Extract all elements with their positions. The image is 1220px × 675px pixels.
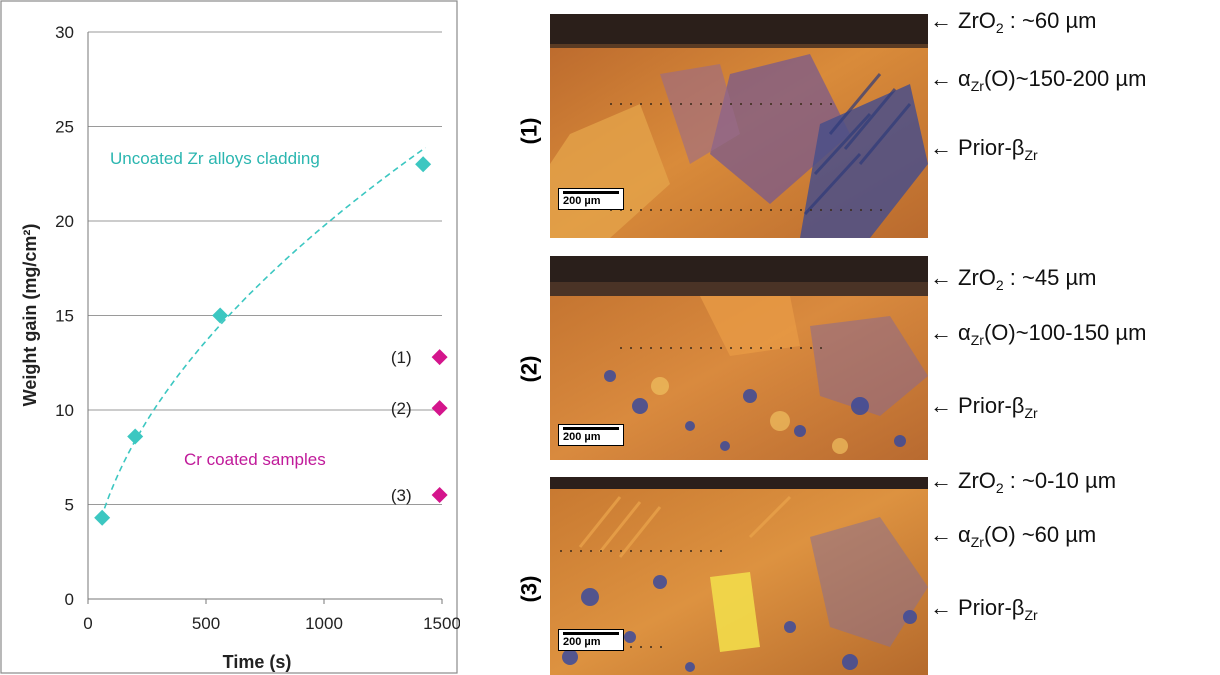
scale-bar-1: 200 µm — [558, 188, 624, 210]
micrograph-svg-3 — [550, 477, 928, 675]
x-tick-label: 1000 — [305, 614, 343, 633]
panel-3-zro2-label: ← ZrO2 : ~0-10 µm — [930, 468, 1117, 496]
panel-2-alpha-label: ← αZr(O)~100-150 µm — [930, 320, 1147, 348]
arrow-icon: ← — [930, 66, 952, 91]
layer-suffix: : ~0-10 µm — [1003, 468, 1117, 493]
layer-sub: Zr — [1024, 405, 1038, 421]
y-tick-label: 10 — [55, 401, 74, 420]
layer-sub: 2 — [995, 20, 1004, 36]
panel-1-zro2-label: ← ZrO2 : ~60 µm — [930, 8, 1097, 36]
y-axis-title: Weight gain (mg/cm²) — [20, 224, 40, 407]
arrow-icon: ← — [930, 595, 952, 620]
micrograph-svg-2 — [550, 256, 928, 460]
panel-label-3: (3) — [516, 575, 542, 603]
scale-bar-text-1: 200 µm — [563, 195, 601, 207]
y-tick-label: 15 — [55, 307, 74, 326]
uncoated-data-point — [212, 307, 229, 324]
y-tick-label: 0 — [65, 590, 74, 609]
layer-suffix: : ~45 µm — [1003, 265, 1097, 290]
scale-bar-text-3: 200 µm — [563, 636, 601, 648]
scale-bar-line-1 — [563, 191, 619, 194]
coated-data-point — [431, 349, 448, 366]
layer-prefix: Prior-β — [958, 595, 1025, 620]
scale-bar-3: 200 µm — [558, 629, 624, 651]
uncoated-trendline — [103, 146, 426, 509]
arrow-icon: ← — [930, 135, 952, 160]
layer-prefix: α — [958, 320, 971, 345]
layer-suffix: (O) ~60 µm — [983, 522, 1097, 547]
panel-label-2: (2) — [516, 355, 542, 383]
uncoated-data-point — [94, 509, 111, 526]
scale-bar-line-2 — [563, 427, 619, 430]
point-layer — [94, 156, 448, 526]
layer-prefix: Prior-β — [958, 393, 1025, 418]
chart-border — [0, 0, 458, 674]
layer-suffix: : ~60 µm — [1003, 8, 1097, 33]
layer-prefix: ZrO — [958, 468, 996, 493]
coated-point-label: (1) — [391, 348, 412, 367]
y-tick-label: 5 — [65, 496, 74, 515]
x-tick-label: 0 — [83, 614, 92, 633]
panel-1-alpha-label: ← αZr(O)~150-200 µm — [930, 66, 1147, 94]
layer-sub: 2 — [995, 480, 1004, 496]
layer-sub: 2 — [995, 277, 1004, 293]
panel-label-1: (1) — [516, 117, 542, 145]
weight-gain-chart: 0 5 10 15 20 25 30 0 500 1000 1500 (1) (2) (3) Time … — [0, 0, 460, 675]
arrow-icon: ← — [930, 8, 952, 33]
uncoated-series-label: Uncoated Zr alloys cladding — [110, 149, 320, 168]
layer-sub: Zr — [970, 332, 984, 348]
layer-sub: Zr — [970, 534, 984, 550]
panel-2-zro2-label: ← ZrO2 : ~45 µm — [930, 265, 1097, 293]
coated-point-label: (3) — [391, 486, 412, 505]
micrograph-image-3: 200 µm — [550, 477, 928, 675]
y-tick-label: 20 — [55, 212, 74, 231]
chart-svg: 0 5 10 15 20 25 30 0 500 1000 1500 (1) (2) (3) Time … — [0, 0, 460, 674]
micrograph-image-1: 200 µm — [550, 14, 928, 238]
arrow-icon: ← — [930, 393, 952, 418]
layer-suffix: (O)~100-150 µm — [983, 320, 1147, 345]
panel-3-alpha-label: ← αZr(O) ~60 µm — [930, 522, 1097, 550]
arrow-icon: ← — [930, 468, 952, 493]
x-tick-label: 500 — [192, 614, 220, 633]
layer-prefix: Prior-β — [958, 135, 1025, 160]
scale-bar-2: 200 µm — [558, 424, 624, 446]
axis-layer: 0 5 10 15 20 25 30 0 500 1000 1500 — [55, 23, 460, 633]
layer-prefix: α — [958, 522, 971, 547]
uncoated-data-point — [415, 156, 432, 173]
layer-sub: Zr — [970, 78, 984, 94]
y-tick-label: 30 — [55, 23, 74, 42]
arrow-icon: ← — [930, 265, 952, 290]
coated-point-label: (2) — [391, 399, 412, 418]
x-tick-label: 1500 — [423, 614, 460, 633]
coated-data-point — [431, 487, 448, 504]
panel-2-beta-label: ← Prior-βZr — [930, 393, 1038, 421]
layer-prefix: ZrO — [958, 265, 996, 290]
layer-sub: Zr — [1024, 147, 1038, 163]
panel-3-beta-label: ← Prior-βZr — [930, 595, 1038, 623]
scale-bar-line-3 — [563, 632, 619, 635]
coated-data-point — [431, 400, 448, 417]
grid-layer — [88, 31, 442, 600]
coated-series-label: Cr coated samples — [184, 450, 326, 469]
arrow-icon: ← — [930, 320, 952, 345]
uncoated-data-point — [127, 428, 144, 445]
scale-bar-text-2: 200 µm — [563, 431, 601, 443]
layer-prefix: ZrO — [958, 8, 996, 33]
layer-suffix: (O)~150-200 µm — [983, 66, 1147, 91]
layer-sub: Zr — [1024, 607, 1038, 623]
x-axis-title: Time (s) — [223, 652, 292, 672]
label-layer: (1) (2) (3) — [391, 348, 412, 505]
arrow-icon: ← — [930, 522, 952, 547]
trend-layer — [103, 146, 426, 509]
y-tick-label: 25 — [55, 118, 74, 137]
panel-1-beta-label: ← Prior-βZr — [930, 135, 1038, 163]
layer-prefix: α — [958, 66, 971, 91]
micrograph-image-2: 200 µm — [550, 256, 928, 460]
micrograph-svg-1 — [550, 14, 928, 238]
